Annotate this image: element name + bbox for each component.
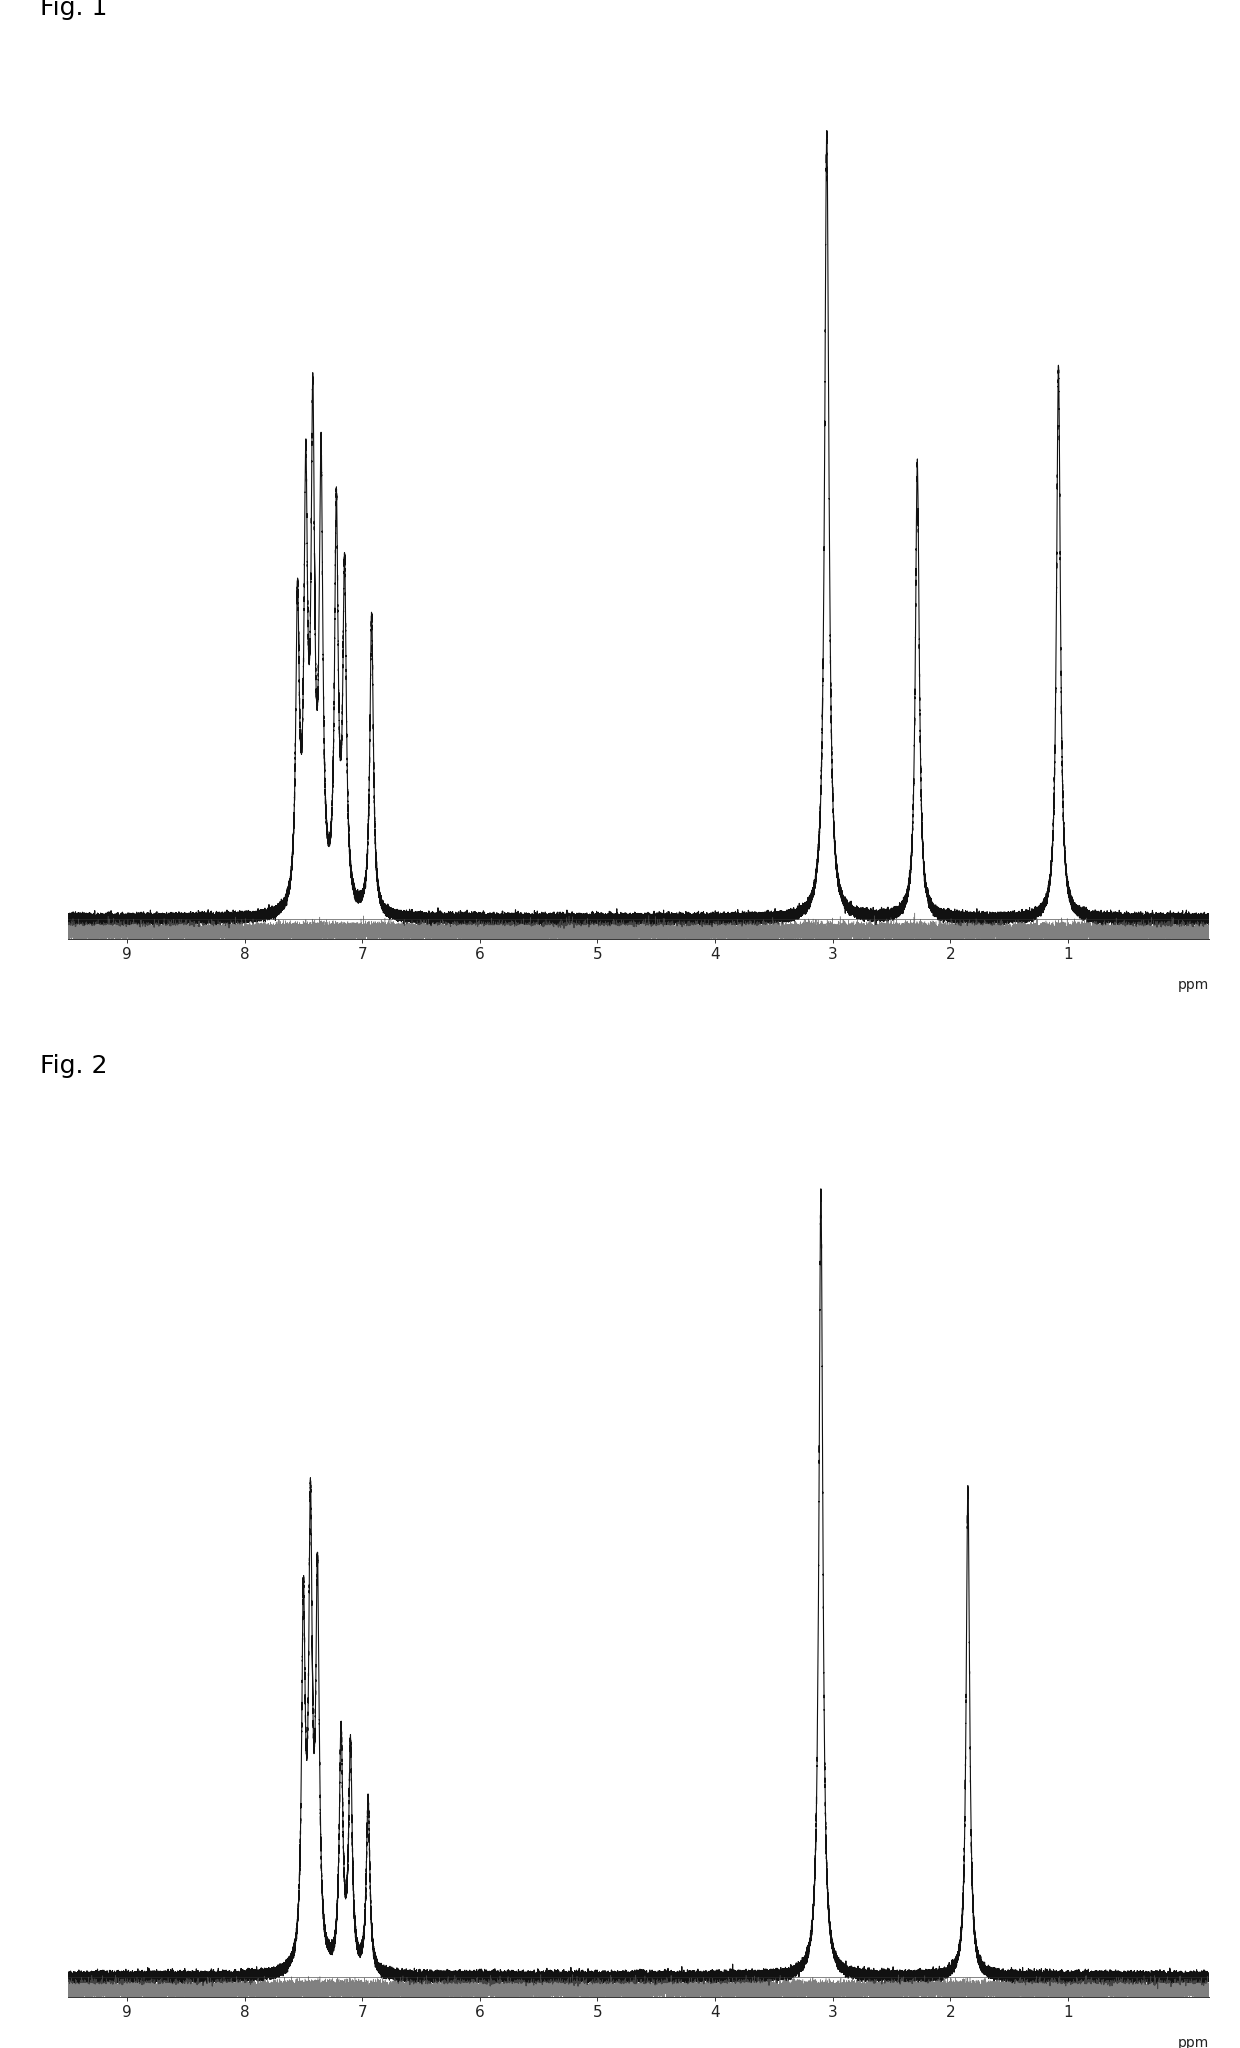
Text: ppm: ppm — [1178, 2036, 1209, 2048]
Text: Fig. 1: Fig. 1 — [40, 0, 107, 20]
Text: ppm: ppm — [1178, 977, 1209, 991]
Text: Fig. 2: Fig. 2 — [40, 1053, 107, 1077]
